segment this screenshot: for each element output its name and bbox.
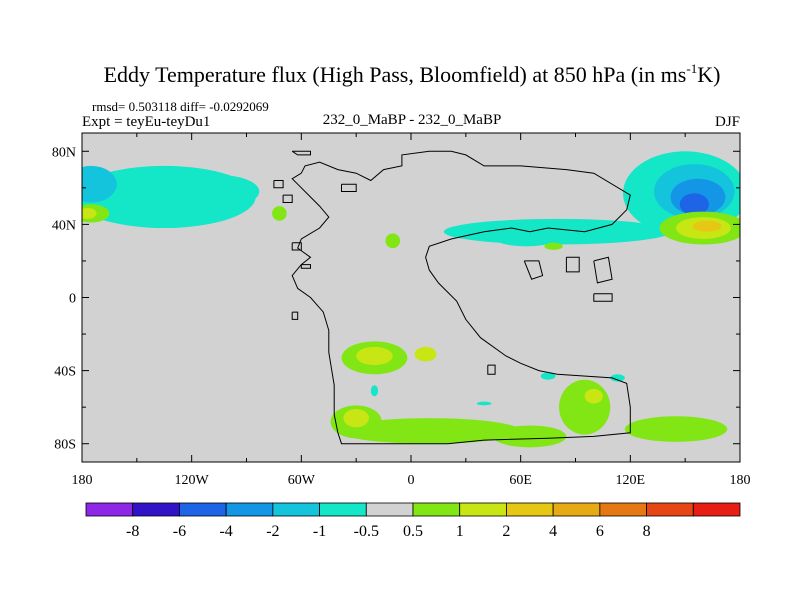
colorbar-label: 8 — [643, 523, 651, 540]
colorbar-label: -4 — [219, 523, 232, 540]
colorbar-label: 6 — [596, 523, 604, 540]
contour-region — [493, 425, 567, 448]
x-tick-label: 60E — [509, 473, 532, 488]
colorbar-label: -6 — [173, 523, 186, 540]
coastline — [291, 311, 299, 320]
coastline — [341, 183, 357, 192]
y-tick-label: 80N — [52, 145, 76, 160]
coastline-layer — [273, 150, 631, 445]
contour-region — [679, 193, 709, 216]
y-tick-label: 40N — [52, 218, 76, 233]
colorbar-label: -0.5 — [354, 523, 379, 540]
contour-region — [584, 388, 603, 404]
x-tick-label: 180 — [730, 473, 751, 488]
colorbar-swatch — [132, 502, 180, 517]
contour-region — [337, 418, 521, 444]
contour-region — [624, 416, 728, 442]
contour-region — [370, 385, 379, 397]
x-tick-label: 180 — [72, 473, 93, 488]
contour-region — [82, 207, 97, 219]
colorbar-label: -8 — [126, 523, 139, 540]
contour-region — [343, 408, 369, 428]
contour-region — [178, 175, 260, 208]
x-tick-label: 120E — [616, 473, 646, 488]
colorbar-label: -1 — [313, 523, 326, 540]
contour-region — [272, 206, 287, 221]
chart-title: Eddy Temperature flux (High Pass, Bloomf… — [104, 61, 721, 87]
colorbar-swatch — [646, 502, 694, 517]
y-tick-label: 80S — [54, 438, 76, 453]
colorbar-swatch — [272, 502, 320, 517]
contour-fill-layer — [82, 151, 740, 448]
x-axis: 180 120W 60W 0 60E 120E 180 — [72, 133, 751, 488]
coastline — [487, 364, 496, 375]
coastline — [273, 180, 284, 189]
coastline — [523, 260, 544, 280]
colorbar-label: -2 — [266, 523, 279, 540]
contour-region — [476, 401, 492, 406]
coastline — [300, 264, 311, 269]
colorbar-swatch — [225, 502, 274, 517]
coastline — [291, 150, 631, 445]
colorbar-label: 2 — [502, 523, 510, 540]
contour-region — [443, 218, 671, 245]
contour-region — [610, 374, 625, 382]
colorbar-swatch — [692, 502, 741, 517]
coastline — [282, 194, 293, 203]
contour-region — [414, 346, 437, 362]
contour-region — [493, 228, 560, 247]
contour-region — [385, 233, 401, 249]
map-plot — [81, 132, 741, 463]
contour-region — [540, 372, 556, 380]
chart-title-main: Eddy Temperature flux (High Pass, Bloomf… — [104, 62, 687, 87]
x-tick-label: 60W — [288, 473, 316, 488]
x-tick-label: 0 — [408, 473, 415, 488]
colorbar-swatch — [459, 502, 507, 517]
colorbar: -8 -6 -4 -2 -1 -0.5 0.5 1 2 4 6 8 — [85, 502, 741, 540]
colorbar-swatch — [179, 502, 227, 517]
coastline — [593, 293, 613, 302]
contour-region — [544, 242, 563, 250]
y-tick-label: 0 — [69, 292, 76, 307]
stats-line: rmsd= 0.503118 diff= -0.0292069 — [92, 99, 269, 114]
colorbar-swatch — [319, 502, 367, 517]
coastline — [565, 256, 580, 273]
colorbar-swatch — [506, 502, 554, 517]
colorbar-swatch — [552, 502, 601, 517]
contour-region — [692, 220, 722, 232]
chart-title-end: K) — [697, 62, 720, 87]
colorbar-label: 4 — [549, 523, 557, 540]
coastline — [291, 150, 311, 156]
contour-region — [82, 165, 117, 203]
season-label: DJF — [715, 114, 740, 130]
colorbar-swatch — [85, 502, 134, 517]
y-tick-label: 40S — [54, 365, 76, 380]
colorbar-swatch — [365, 502, 414, 517]
colorbar-label: 1 — [456, 523, 464, 540]
x-tick-label: 120W — [175, 473, 210, 488]
center-label: 232_0_MaBP - 232_0_MaBP — [323, 112, 502, 128]
coastline — [593, 256, 613, 284]
y-axis: 80N 40N 0 40S 80S — [52, 145, 740, 453]
contour-region — [356, 346, 393, 366]
expt-line: Expt = teyEu-teyDu1 — [82, 114, 210, 130]
colorbar-swatch — [599, 502, 647, 517]
chart-title-superscript: -1 — [686, 61, 697, 76]
colorbar-swatch — [412, 502, 461, 517]
contour-region — [559, 379, 611, 435]
colorbar-label: 0.5 — [403, 523, 423, 540]
coastline — [291, 242, 302, 251]
